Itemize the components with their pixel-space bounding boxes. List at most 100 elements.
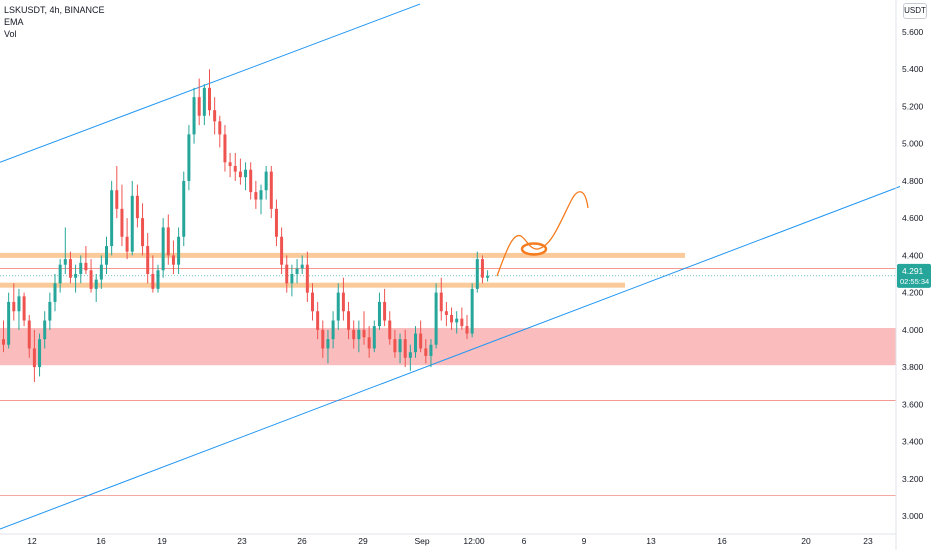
target-ellipse <box>520 242 548 256</box>
candle-89 <box>460 307 464 330</box>
channel-lower-line <box>0 186 901 530</box>
candle-74 <box>383 288 387 327</box>
candle-body <box>79 262 83 274</box>
y-tick-label: 3.400 <box>902 437 924 447</box>
x-tick-label: 29 <box>358 536 368 546</box>
candle-body <box>393 339 397 353</box>
candle-body <box>269 171 273 209</box>
projection-annotation <box>496 191 589 277</box>
candle-body <box>249 169 253 193</box>
candle-body <box>99 264 103 280</box>
candle-body <box>480 259 484 278</box>
candle-70 <box>362 311 366 345</box>
x-tick-label: Sep <box>414 536 429 546</box>
candle-body <box>7 301 11 345</box>
candle-body <box>202 87 206 116</box>
time-axis[interactable]: 12 16 19 23 26 29 Sep 12:00 6 9 13 16 20 23 <box>27 536 873 546</box>
candle-26 <box>135 184 139 228</box>
candle-88 <box>455 311 459 334</box>
candle-73 <box>377 292 381 330</box>
candle-75 <box>388 311 392 345</box>
currency-button[interactable]: USDT <box>903 3 927 19</box>
candle-body <box>331 320 335 340</box>
candle-24 <box>125 218 129 260</box>
candle-81 <box>419 320 423 353</box>
symbol-title[interactable]: LSKUSDT, 4h, BINANCE <box>4 5 105 15</box>
candle-45 <box>233 153 237 181</box>
candle-52 <box>269 166 273 219</box>
candle-body <box>2 339 5 345</box>
trendlines-layer <box>0 3 901 530</box>
candle-body <box>197 97 201 116</box>
volume-indicator-label[interactable]: Vol <box>4 29 17 39</box>
candle-20 <box>105 236 108 274</box>
candle-body <box>156 270 160 289</box>
resistance-band-upper <box>0 252 685 258</box>
candle-body <box>84 262 88 271</box>
candle-body <box>223 134 227 163</box>
candle-body <box>434 292 438 345</box>
candle-body <box>352 329 356 340</box>
chart-legend: LSKUSDT, 4h, BINANCE EMA Vol <box>4 4 105 40</box>
candle-body <box>120 208 124 237</box>
candle-54 <box>280 227 284 274</box>
candle-39 <box>202 84 206 126</box>
candle-body <box>22 296 26 321</box>
candle-body <box>32 348 36 368</box>
candle-body <box>254 192 258 200</box>
candle-body <box>316 311 320 330</box>
candle-body <box>372 326 376 349</box>
y-tick-label: 4.600 <box>902 213 924 223</box>
candle-body <box>115 190 119 209</box>
candle-19 <box>99 255 103 289</box>
candle-78 <box>403 329 407 368</box>
candle-22 <box>115 166 119 219</box>
candle-27 <box>141 203 145 256</box>
support-zone <box>0 327 896 366</box>
candle-38 <box>197 78 201 126</box>
candle-body <box>130 195 134 252</box>
candle-6 <box>32 329 36 382</box>
candle-82 <box>424 339 428 364</box>
candle-body <box>455 318 459 323</box>
y-tick-label: 3.200 <box>902 474 924 484</box>
ema-indicator-label[interactable]: EMA <box>4 17 24 27</box>
y-tick-label: 5.400 <box>902 64 924 74</box>
candle-58 <box>300 255 304 274</box>
candle-body <box>274 208 278 237</box>
candle-12 <box>63 227 67 274</box>
candle-body <box>12 301 16 312</box>
x-tick-label: 20 <box>801 536 811 546</box>
candle-14 <box>74 264 78 293</box>
candle-68 <box>352 320 356 349</box>
candle-11 <box>58 259 62 293</box>
candle-body <box>43 320 47 340</box>
candle-41 <box>213 97 217 135</box>
price-axis[interactable]: 5.600 5.400 5.200 5.000 4.800 4.600 4.400 4.200… <box>902 27 924 521</box>
candle-body <box>486 275 490 278</box>
candle-28 <box>146 233 150 284</box>
candle-body <box>146 246 150 274</box>
candle-body <box>475 259 479 289</box>
candle-body <box>408 352 412 358</box>
x-tick-label: 16 <box>96 536 106 546</box>
candle-body <box>326 339 330 349</box>
candle-23 <box>120 184 124 247</box>
candle-44 <box>228 153 232 178</box>
projection-curve <box>496 191 589 277</box>
candle-body <box>166 227 170 256</box>
candle-31 <box>161 218 165 278</box>
candle-53 <box>274 199 278 247</box>
candle-body <box>141 218 145 247</box>
candle-body <box>311 292 314 312</box>
x-tick-label: 12:00 <box>463 536 485 546</box>
candle-body <box>321 329 325 349</box>
candle-25 <box>130 180 134 256</box>
candle-body <box>414 333 417 353</box>
candle-body <box>177 236 181 265</box>
candle-18 <box>94 274 98 302</box>
candle-body <box>424 348 428 356</box>
candle-50 <box>259 184 263 215</box>
candle-84 <box>434 283 438 349</box>
